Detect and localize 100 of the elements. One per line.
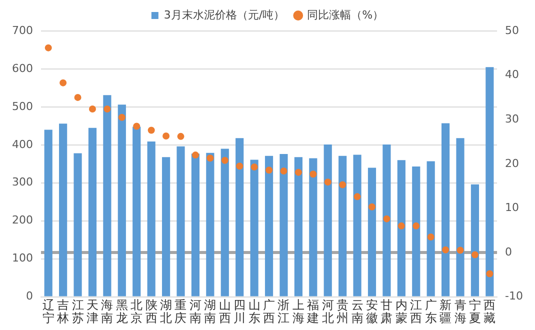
bar <box>442 123 450 296</box>
x-tick-label: 西藏 <box>484 298 496 325</box>
bar <box>103 95 112 296</box>
x-tick-label: 黑龙 <box>116 298 128 325</box>
bar <box>280 154 288 296</box>
y2-tick-label: -10 <box>505 290 523 303</box>
x-tick-label: 天津 <box>86 298 98 325</box>
bar <box>426 161 435 296</box>
point <box>427 233 434 240</box>
bar <box>206 152 214 296</box>
x-tick-label: 贵州 <box>336 298 349 325</box>
y-tick-label: 600 <box>12 62 33 75</box>
point <box>60 79 67 86</box>
y2-tick-label: 0 <box>505 245 512 258</box>
point <box>442 246 450 254</box>
x-tick-label: 甘肃 <box>380 298 393 325</box>
point <box>398 222 405 230</box>
y2-tick-label: 40 <box>505 68 520 82</box>
y-tick-label: 200 <box>12 214 33 227</box>
point <box>383 215 390 222</box>
bar <box>191 154 200 296</box>
point <box>162 132 170 140</box>
x-tick-label: 重庆 <box>174 298 187 325</box>
point <box>206 154 214 162</box>
point <box>133 122 140 130</box>
x-tick-label: 内蒙 <box>395 298 408 325</box>
bar <box>118 104 126 296</box>
y-tick-label: 0 <box>26 290 33 303</box>
x-tick-label: 青海 <box>454 298 466 325</box>
point <box>486 270 494 278</box>
point <box>250 164 258 170</box>
y-tick-label: 500 <box>12 100 33 113</box>
bar <box>88 128 97 296</box>
bar <box>397 160 406 296</box>
bar <box>59 124 68 296</box>
bar <box>382 144 391 296</box>
x-tick-label: 福建 <box>306 298 320 325</box>
x-tick-label: 河北 <box>322 298 334 325</box>
y-tick-label: 700 <box>12 24 33 37</box>
x-tick-label: 四川 <box>234 298 246 325</box>
point <box>266 166 273 174</box>
x-tick-label: 浙江 <box>278 298 290 325</box>
x-tick-label: 江西 <box>410 298 422 325</box>
point <box>104 105 111 112</box>
bar <box>456 138 464 296</box>
y2-tick-label: 10 <box>505 201 520 214</box>
point <box>44 44 52 52</box>
x-tick-label: 江苏 <box>72 298 84 325</box>
point <box>471 251 478 258</box>
x-tick-label: 吉林 <box>56 298 70 325</box>
bar <box>338 156 347 296</box>
bar <box>74 153 82 296</box>
point <box>354 193 361 200</box>
point <box>456 246 464 254</box>
bar <box>412 166 420 296</box>
bar <box>132 126 141 296</box>
y2-tick-label: 20 <box>505 156 520 170</box>
x-tick-label: 广西 <box>263 298 276 325</box>
point <box>310 170 317 178</box>
point <box>412 222 420 230</box>
bar <box>250 160 258 296</box>
bar <box>353 154 362 296</box>
point <box>221 156 228 164</box>
x-tick-label: 云南 <box>351 298 364 325</box>
bar <box>470 184 480 296</box>
point <box>236 162 244 170</box>
bar <box>324 144 332 296</box>
point <box>88 105 96 112</box>
y-tick-label: 400 <box>12 138 33 151</box>
y-tick-label: 100 <box>12 252 33 265</box>
point <box>294 168 302 176</box>
x-tick-label: 辽宁 <box>42 298 54 325</box>
bar <box>486 67 494 296</box>
x-tick-label: 山西 <box>218 298 231 325</box>
x-tick-label: 海南 <box>101 298 114 325</box>
point <box>324 178 332 186</box>
y-tick-label: 300 <box>12 176 33 189</box>
point <box>118 114 126 121</box>
bar <box>294 157 302 296</box>
bar <box>44 130 52 296</box>
point <box>192 152 199 159</box>
bar <box>162 157 170 296</box>
x-tick-label: 北京 <box>130 298 143 325</box>
point <box>74 94 82 101</box>
legend-label: 同比涨幅（%） <box>307 8 384 22</box>
x-tick-label: 陕西 <box>145 298 158 325</box>
point <box>177 132 184 140</box>
bar <box>264 156 274 296</box>
y2-tick-label: 30 <box>505 112 520 126</box>
x-tick-label: 新疆 <box>440 298 452 325</box>
point <box>368 203 376 210</box>
bar <box>368 168 376 296</box>
point <box>280 167 288 174</box>
x-tick-label: 广东 <box>424 298 437 325</box>
x-tick-label: 上海 <box>292 298 304 325</box>
bar <box>236 138 244 296</box>
x-tick-label: 宁夏 <box>468 298 481 325</box>
x-tick-label: 安徽 <box>366 298 378 325</box>
x-tick-label: 山东 <box>248 298 260 325</box>
x-tick-label: 湖北 <box>160 298 172 325</box>
